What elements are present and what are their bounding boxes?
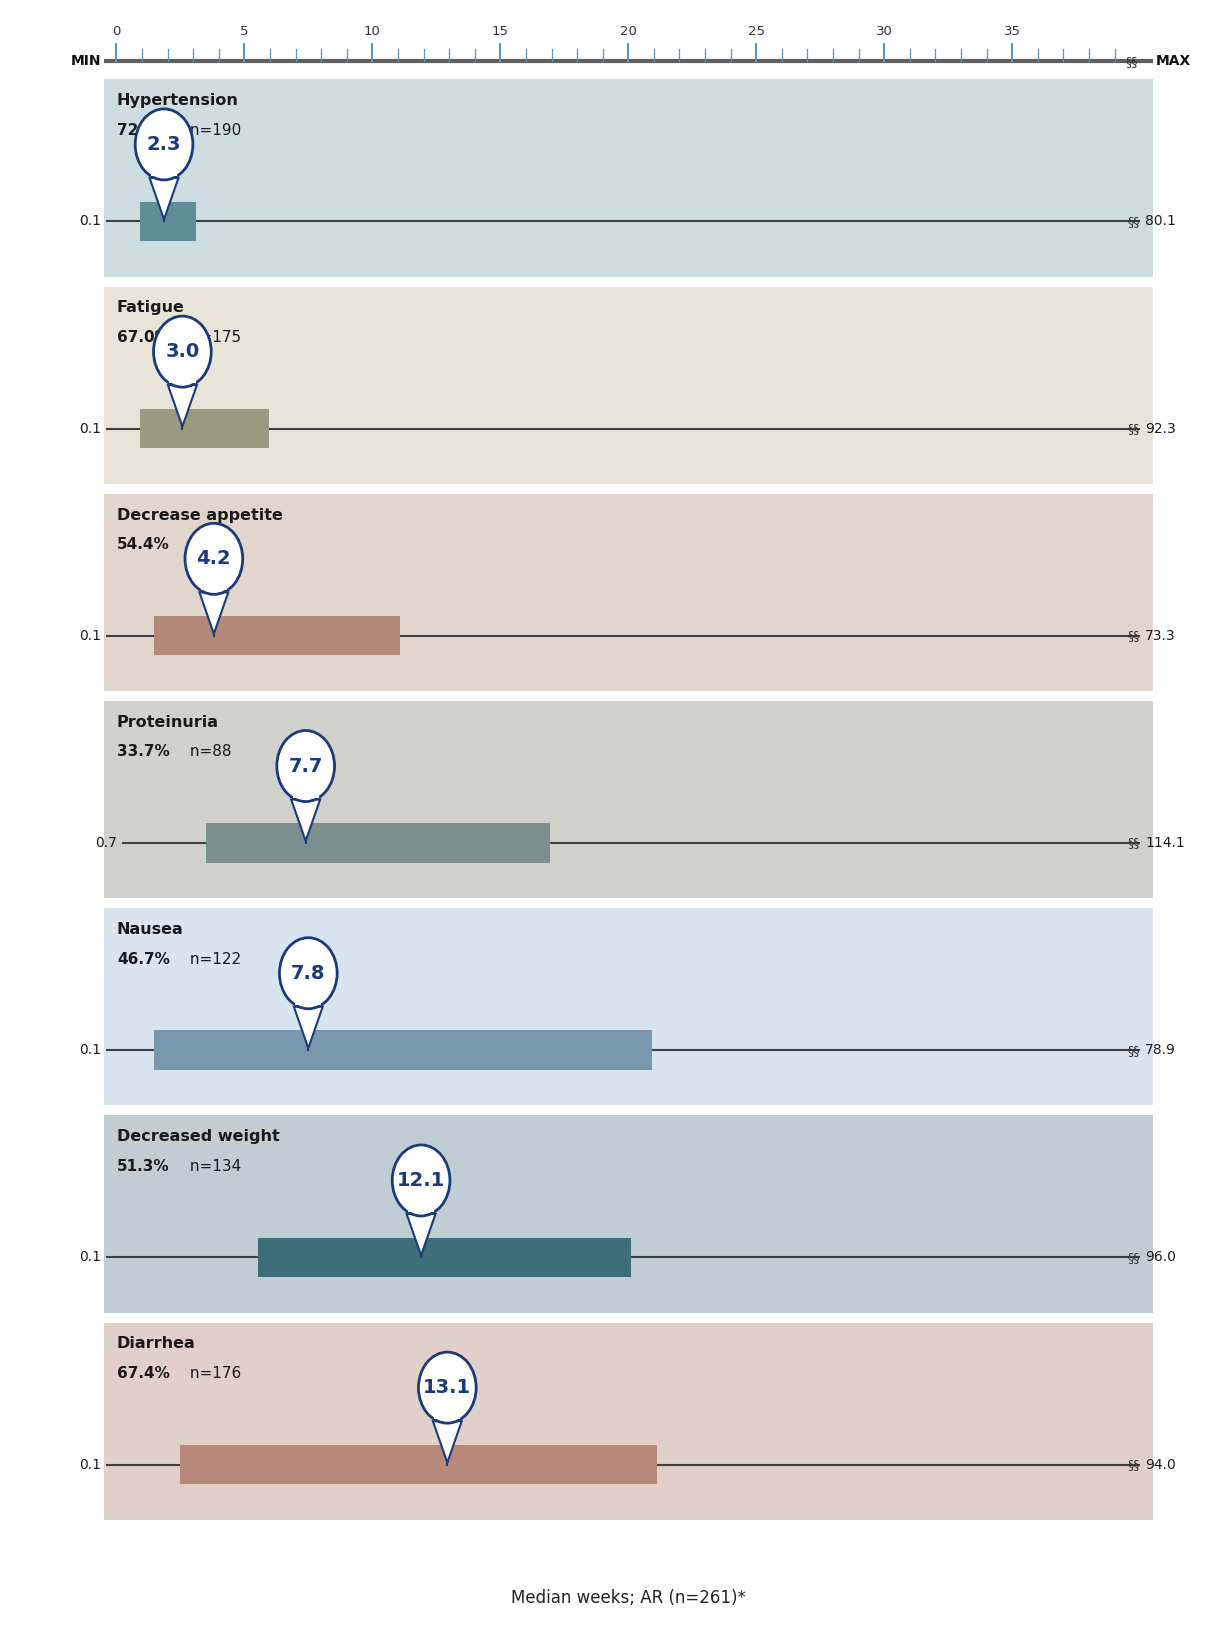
Text: 73.3: 73.3 bbox=[1146, 629, 1176, 643]
Text: Nausea: Nausea bbox=[117, 922, 183, 937]
Text: 7.7: 7.7 bbox=[288, 757, 323, 775]
Polygon shape bbox=[293, 790, 318, 798]
FancyBboxPatch shape bbox=[104, 1115, 1153, 1313]
Text: 67.0%: 67.0% bbox=[117, 330, 170, 345]
Polygon shape bbox=[201, 583, 227, 590]
Text: 12.1: 12.1 bbox=[396, 1171, 445, 1189]
Text: 78.9: 78.9 bbox=[1146, 1042, 1176, 1057]
Text: 10: 10 bbox=[364, 25, 381, 38]
Text: n=88: n=88 bbox=[185, 745, 232, 760]
Text: §§: §§ bbox=[1127, 1459, 1139, 1470]
Text: 3.0: 3.0 bbox=[165, 342, 200, 362]
Polygon shape bbox=[407, 1204, 434, 1213]
Ellipse shape bbox=[279, 938, 337, 1009]
Text: n=134: n=134 bbox=[185, 1158, 242, 1173]
FancyBboxPatch shape bbox=[104, 700, 1153, 899]
Text: 0.1: 0.1 bbox=[79, 421, 101, 436]
Text: 15: 15 bbox=[492, 25, 509, 38]
Polygon shape bbox=[199, 593, 228, 634]
Text: 92.3: 92.3 bbox=[1146, 421, 1176, 436]
Polygon shape bbox=[150, 178, 178, 220]
Text: Median weeks; AR (n=261)*: Median weeks; AR (n=261)* bbox=[511, 1589, 745, 1607]
Polygon shape bbox=[168, 385, 196, 426]
Text: 7.8: 7.8 bbox=[292, 963, 326, 983]
Text: 33.7%: 33.7% bbox=[117, 745, 170, 760]
Text: 20: 20 bbox=[620, 25, 637, 38]
Polygon shape bbox=[151, 169, 177, 177]
FancyBboxPatch shape bbox=[104, 286, 1153, 484]
Text: n=142: n=142 bbox=[185, 537, 242, 552]
Text: 2.3: 2.3 bbox=[146, 135, 182, 154]
Text: 0.1: 0.1 bbox=[79, 629, 101, 643]
Text: Decreased weight: Decreased weight bbox=[117, 1130, 279, 1145]
Ellipse shape bbox=[185, 524, 243, 595]
FancyBboxPatch shape bbox=[154, 1031, 651, 1070]
Text: 25: 25 bbox=[748, 25, 765, 38]
Text: 30: 30 bbox=[876, 25, 893, 38]
Text: 46.7%: 46.7% bbox=[117, 952, 170, 966]
Text: Hypertension: Hypertension bbox=[117, 93, 239, 107]
FancyBboxPatch shape bbox=[104, 79, 1153, 276]
Text: Fatigue: Fatigue bbox=[117, 301, 184, 316]
Text: §§: §§ bbox=[1127, 629, 1139, 643]
Text: 35: 35 bbox=[1004, 25, 1021, 38]
Text: n=176: n=176 bbox=[185, 1366, 242, 1381]
Polygon shape bbox=[434, 1411, 460, 1419]
Ellipse shape bbox=[135, 109, 193, 180]
Ellipse shape bbox=[154, 316, 211, 387]
Text: 72.8%: 72.8% bbox=[117, 122, 170, 137]
FancyBboxPatch shape bbox=[104, 494, 1153, 691]
Text: §§: §§ bbox=[1127, 1251, 1139, 1264]
FancyBboxPatch shape bbox=[104, 1323, 1153, 1520]
FancyBboxPatch shape bbox=[206, 823, 549, 862]
Text: 13.1: 13.1 bbox=[423, 1378, 471, 1398]
Text: 4.2: 4.2 bbox=[196, 550, 231, 568]
Polygon shape bbox=[170, 375, 195, 383]
Text: MAX: MAX bbox=[1155, 55, 1191, 68]
FancyBboxPatch shape bbox=[104, 909, 1153, 1105]
Text: Diarrhea: Diarrhea bbox=[117, 1336, 195, 1351]
Text: Proteinuria: Proteinuria bbox=[117, 715, 218, 730]
Text: 54.4%: 54.4% bbox=[117, 537, 170, 552]
Text: n=190: n=190 bbox=[185, 122, 242, 137]
FancyBboxPatch shape bbox=[179, 1446, 658, 1485]
Text: 5: 5 bbox=[240, 25, 249, 38]
Text: 0.1: 0.1 bbox=[79, 1251, 101, 1264]
FancyBboxPatch shape bbox=[140, 202, 195, 241]
Text: §§: §§ bbox=[1127, 215, 1139, 228]
Polygon shape bbox=[406, 1214, 436, 1256]
Text: Decrease appetite: Decrease appetite bbox=[117, 507, 283, 522]
Text: 0.1: 0.1 bbox=[79, 1042, 101, 1057]
Text: 114.1: 114.1 bbox=[1146, 836, 1185, 851]
Polygon shape bbox=[433, 1421, 461, 1462]
Text: n=122: n=122 bbox=[185, 952, 242, 966]
Ellipse shape bbox=[392, 1145, 450, 1216]
Ellipse shape bbox=[418, 1351, 476, 1422]
Text: §§: §§ bbox=[1127, 421, 1139, 434]
Polygon shape bbox=[294, 1006, 323, 1049]
Ellipse shape bbox=[277, 730, 334, 801]
Polygon shape bbox=[295, 996, 321, 1004]
Text: 0.1: 0.1 bbox=[79, 1457, 101, 1472]
Text: n=175: n=175 bbox=[185, 330, 242, 345]
Text: §§: §§ bbox=[1127, 1044, 1139, 1057]
FancyBboxPatch shape bbox=[259, 1237, 631, 1277]
Text: 0: 0 bbox=[112, 25, 121, 38]
Text: §§: §§ bbox=[1125, 55, 1137, 68]
FancyBboxPatch shape bbox=[154, 616, 400, 656]
Text: 94.0: 94.0 bbox=[1146, 1457, 1176, 1472]
FancyBboxPatch shape bbox=[140, 408, 268, 448]
Text: MIN: MIN bbox=[71, 55, 101, 68]
Text: 96.0: 96.0 bbox=[1146, 1251, 1176, 1264]
Text: 80.1: 80.1 bbox=[1146, 215, 1176, 228]
Text: §§: §§ bbox=[1127, 836, 1139, 849]
Polygon shape bbox=[292, 800, 320, 841]
Text: 67.4%: 67.4% bbox=[117, 1366, 170, 1381]
Text: 0.1: 0.1 bbox=[79, 215, 101, 228]
Text: 51.3%: 51.3% bbox=[117, 1158, 170, 1173]
Text: 0.7: 0.7 bbox=[95, 836, 117, 851]
